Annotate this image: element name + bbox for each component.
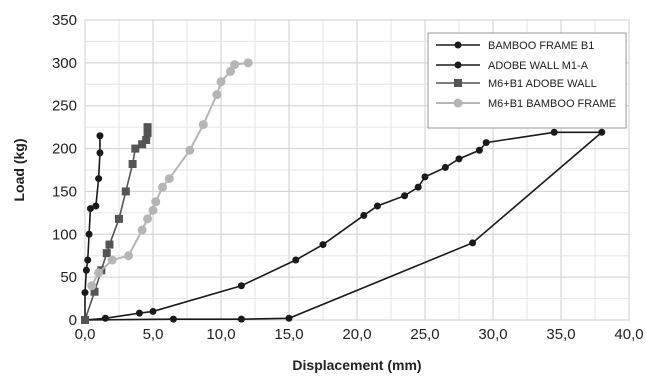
data-point xyxy=(81,289,89,297)
data-point xyxy=(84,256,92,264)
x-tick-labels: 0,0 5,0 10,0 15,0 20,0 25,0 30,0 35,0 40,0 xyxy=(75,326,644,343)
x-tick-label: 5,0 xyxy=(143,326,164,343)
y-tick-label: 350 xyxy=(52,12,77,29)
legend-label: M6+B1 BAMBOO FRAME xyxy=(488,98,616,110)
data-point xyxy=(87,281,97,291)
data-point xyxy=(96,132,104,140)
data-point xyxy=(143,123,152,132)
data-point xyxy=(102,249,111,258)
data-point xyxy=(158,182,168,192)
series-group xyxy=(81,58,606,324)
data-point xyxy=(550,128,558,136)
x-tick-label: 40,0 xyxy=(614,326,643,343)
data-point xyxy=(360,211,368,219)
x-tick-label: 15,0 xyxy=(274,326,303,343)
y-tick-label: 300 xyxy=(52,55,77,72)
data-point xyxy=(216,77,226,87)
data-point xyxy=(373,202,381,210)
legend-swatch-marker xyxy=(453,98,463,108)
data-point xyxy=(137,225,147,235)
data-point xyxy=(143,214,153,224)
legend-label: M6+B1 ADOBE WALL xyxy=(488,78,597,90)
y-tick-label: 50 xyxy=(60,269,77,286)
legend-swatch-marker xyxy=(454,61,462,69)
data-point xyxy=(92,202,100,210)
data-point xyxy=(185,145,195,155)
data-point xyxy=(115,214,123,223)
data-point xyxy=(149,307,157,315)
data-point xyxy=(94,268,104,278)
data-point xyxy=(237,282,245,290)
legend-item: ADOBE WALL M1-A xyxy=(436,60,589,72)
data-point xyxy=(421,173,429,181)
data-point xyxy=(142,136,151,144)
x-axis-title: Displacement (mm) xyxy=(292,357,421,373)
series-4 xyxy=(87,58,253,291)
data-point xyxy=(81,316,89,324)
series-line xyxy=(84,135,101,320)
data-point xyxy=(482,139,490,147)
data-point xyxy=(469,239,477,247)
data-point xyxy=(243,58,253,68)
data-point xyxy=(475,146,483,154)
data-point xyxy=(292,256,300,264)
data-point xyxy=(319,241,327,249)
y-axis-title: Load (kg) xyxy=(11,139,27,202)
data-point xyxy=(455,155,463,163)
legend: BAMBOO FRAME B1 ADOBE WALL M1-A M6+B1 ADOB… xyxy=(427,32,627,129)
data-point xyxy=(95,175,103,183)
y-tick-label: 100 xyxy=(52,226,77,243)
x-tick-label: 0,0 xyxy=(75,326,96,343)
y-tick-label: 150 xyxy=(52,183,77,200)
data-point xyxy=(101,314,109,322)
x-tick-label: 35,0 xyxy=(546,326,575,343)
legend-item: M6+B1 ADOBE WALL xyxy=(436,78,597,90)
data-point xyxy=(148,205,158,215)
data-point xyxy=(96,149,104,157)
data-point xyxy=(164,174,174,184)
legend-label: ADOBE WALL M1-A xyxy=(488,60,589,72)
x-tick-label: 10,0 xyxy=(206,326,235,343)
data-point xyxy=(135,309,143,317)
y-tick-label: 250 xyxy=(52,98,77,115)
data-point xyxy=(105,240,114,249)
data-point xyxy=(151,197,161,207)
legend-label: BAMBOO FRAME B1 xyxy=(488,40,594,52)
legend-swatch-marker xyxy=(454,41,462,49)
data-point xyxy=(414,183,422,191)
legend-item: M6+B1 BAMBOO FRAME xyxy=(436,98,616,110)
legend-item: BAMBOO FRAME B1 xyxy=(436,40,594,52)
data-point xyxy=(124,251,134,261)
legend-items: BAMBOO FRAME B1 ADOBE WALL M1-A M6+B1 ADOB… xyxy=(436,40,616,110)
y-tick-label: 0 xyxy=(69,312,77,329)
data-point xyxy=(82,266,90,274)
data-point xyxy=(237,315,245,323)
data-point xyxy=(401,192,409,200)
data-point xyxy=(212,90,222,100)
data-point xyxy=(230,60,240,70)
x-tick-label: 25,0 xyxy=(410,326,439,343)
data-point xyxy=(131,144,140,153)
data-point xyxy=(226,66,236,76)
x-tick-label: 20,0 xyxy=(342,326,371,343)
data-point xyxy=(285,314,293,322)
data-point xyxy=(85,230,93,238)
data-point xyxy=(169,315,177,323)
data-point xyxy=(107,255,117,265)
data-point xyxy=(121,187,130,196)
legend-swatch-marker xyxy=(454,79,462,87)
x-tick-label: 30,0 xyxy=(478,326,507,343)
data-point xyxy=(86,205,94,213)
y-tick-labels: 0 50 100 150 200 250 300 350 xyxy=(52,12,77,329)
data-point xyxy=(128,160,137,168)
y-tick-label: 200 xyxy=(52,141,77,158)
data-point xyxy=(138,140,147,149)
data-point xyxy=(598,128,606,136)
data-point xyxy=(198,120,208,130)
data-point xyxy=(441,163,449,171)
